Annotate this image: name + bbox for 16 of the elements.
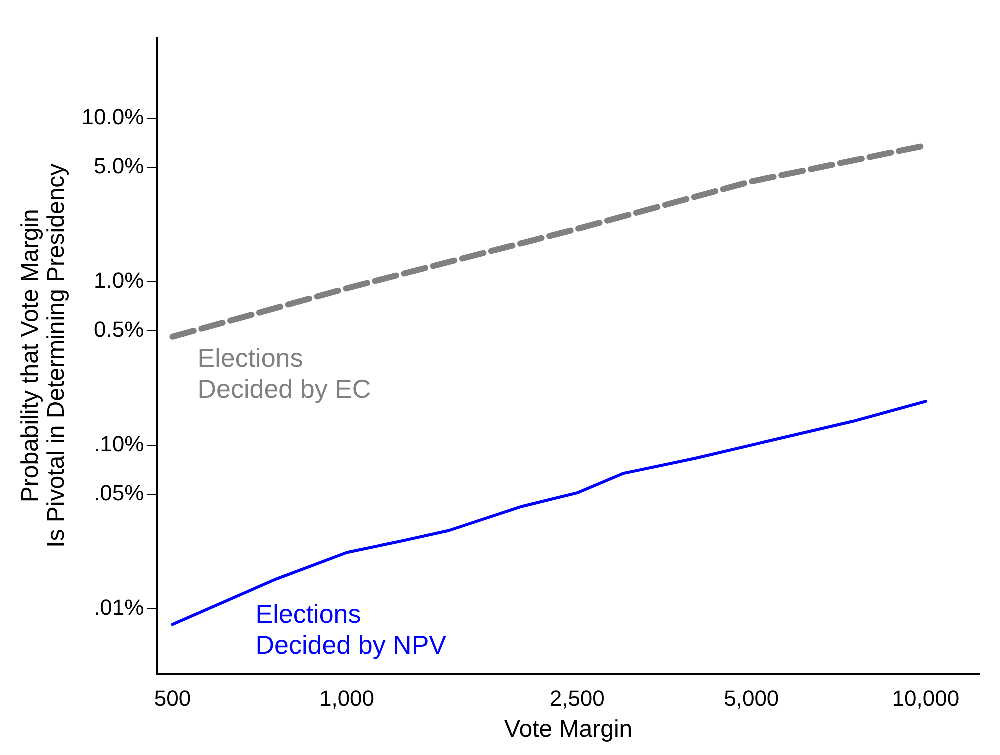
series-label: Elections Decided by EC <box>198 343 372 404</box>
x-tick-label: 1,000 <box>319 686 375 712</box>
x-tick-label: 500 <box>154 686 192 712</box>
y-tick-label: 1.0% <box>94 268 144 293</box>
series-label: Elections Decided by NPV <box>256 598 448 660</box>
y-tick-label: .10% <box>94 431 144 456</box>
x-axis-title: Vote Margin <box>504 716 633 744</box>
x-tick-label: 10,000 <box>892 686 960 712</box>
y-tick-label: 0.5% <box>94 317 144 342</box>
y-axis-title: Probability that Vote Margin Is Pivotal in Determining Presidency <box>16 164 70 548</box>
y-tick-label: .05% <box>94 480 144 506</box>
x-tick-label: 2,500 <box>550 686 605 712</box>
y-tick-label: 5.0% <box>94 154 144 179</box>
y-tick-label: .01% <box>94 594 144 620</box>
x-tick-label: 5,000 <box>724 686 780 712</box>
y-tick-label: 10.0% <box>82 104 144 130</box>
